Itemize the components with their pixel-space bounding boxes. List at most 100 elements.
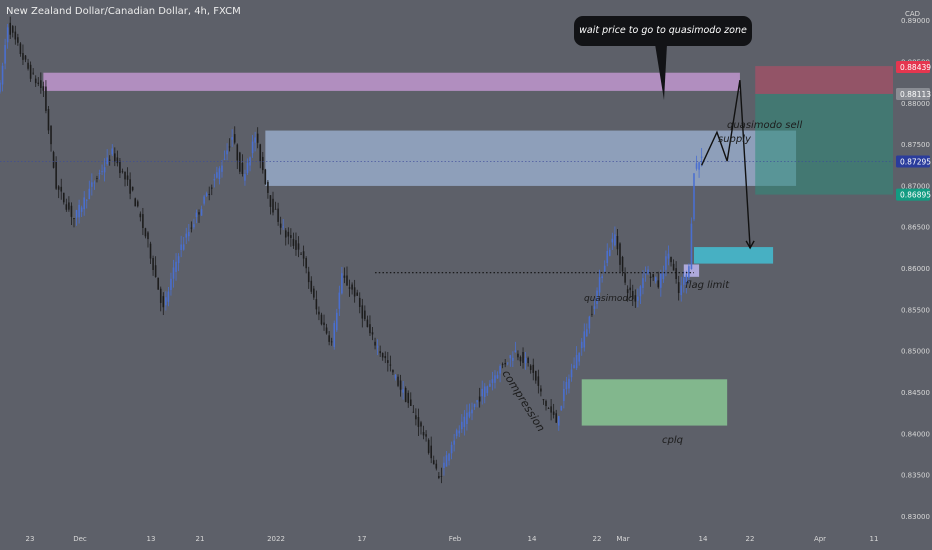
candle-body bbox=[545, 400, 547, 407]
candle-body bbox=[98, 172, 101, 174]
candle-body bbox=[310, 280, 313, 292]
candle-body bbox=[19, 43, 22, 54]
candle-body bbox=[269, 195, 272, 207]
candle-body bbox=[251, 141, 254, 154]
candle-body bbox=[244, 174, 246, 181]
candle-body bbox=[101, 171, 103, 172]
candle-body bbox=[121, 171, 124, 173]
zone-flag bbox=[693, 247, 774, 264]
candle-body bbox=[295, 240, 297, 250]
y-axis: 0.890000.885000.880000.875000.870000.865… bbox=[893, 0, 932, 550]
callout-pointer bbox=[655, 44, 667, 100]
candle-body bbox=[682, 277, 685, 285]
candle-body bbox=[198, 212, 200, 215]
candle-body bbox=[318, 311, 320, 315]
candle-body bbox=[17, 37, 19, 43]
candle-body bbox=[629, 287, 631, 291]
y-tick-label: 0.87500 bbox=[901, 141, 930, 149]
candle-body bbox=[489, 383, 491, 387]
candle-body bbox=[330, 341, 333, 343]
candle-body bbox=[542, 398, 545, 401]
candle-body bbox=[568, 378, 570, 389]
price-tag-label: 0.88439 bbox=[900, 63, 931, 72]
x-tick-label: Feb bbox=[449, 535, 462, 543]
candle-body bbox=[690, 223, 693, 269]
candle-body bbox=[297, 243, 300, 250]
y-tick-label: 0.83500 bbox=[901, 472, 930, 480]
candle-body bbox=[555, 413, 558, 423]
candle-body bbox=[302, 251, 305, 259]
x-tick-label: Dec bbox=[73, 535, 87, 543]
candle-body bbox=[24, 55, 27, 60]
candle-body bbox=[677, 282, 680, 294]
candle-body bbox=[652, 274, 654, 278]
candle-body bbox=[693, 173, 695, 220]
candle-body bbox=[0, 82, 1, 92]
candle-body bbox=[88, 188, 91, 200]
candle-body bbox=[305, 258, 307, 269]
candle-body bbox=[75, 210, 78, 218]
candle-body bbox=[409, 399, 412, 406]
candle-body bbox=[129, 179, 131, 194]
candle-body bbox=[522, 352, 524, 363]
candle-body bbox=[466, 412, 468, 425]
zone-supply bbox=[43, 72, 740, 91]
candle-body bbox=[637, 296, 639, 301]
currency-label: CAD bbox=[905, 10, 920, 18]
x-tick-label: 23 bbox=[26, 535, 35, 543]
candle-body bbox=[547, 408, 550, 409]
candle-body bbox=[182, 244, 185, 250]
candle-body bbox=[292, 239, 295, 246]
candle-body bbox=[159, 288, 162, 303]
candle-body bbox=[223, 158, 226, 160]
candle-body bbox=[42, 86, 45, 91]
candle-body bbox=[136, 201, 139, 207]
candle-body bbox=[606, 250, 609, 263]
candle-body bbox=[458, 430, 461, 434]
candle-body bbox=[256, 133, 259, 143]
candle-body bbox=[188, 231, 190, 237]
callout-text: wait price to go to quasimodo zone bbox=[579, 25, 747, 36]
y-tick-label: 0.83000 bbox=[901, 513, 930, 521]
y-tick-label: 0.86000 bbox=[901, 265, 930, 273]
candle-body bbox=[601, 276, 603, 279]
candle-body bbox=[639, 286, 642, 297]
candle-body bbox=[619, 243, 621, 265]
candle-body bbox=[96, 178, 98, 179]
candle-body bbox=[236, 144, 239, 161]
candle-body bbox=[384, 356, 387, 359]
candle-body bbox=[231, 137, 233, 140]
candle-body bbox=[611, 238, 614, 243]
candle-body bbox=[540, 388, 542, 392]
candle-body bbox=[394, 374, 397, 379]
candle-body bbox=[175, 261, 177, 272]
y-tick-label: 0.86500 bbox=[901, 224, 930, 232]
candle-body bbox=[208, 193, 211, 195]
candle-body bbox=[351, 284, 353, 290]
candle-body bbox=[660, 273, 662, 288]
candle-body bbox=[315, 299, 318, 310]
candle-body bbox=[55, 162, 57, 189]
candle-body bbox=[586, 329, 588, 337]
price-tag-bg bbox=[896, 61, 930, 74]
candle-body bbox=[239, 152, 241, 172]
price-tag-bg bbox=[896, 188, 930, 201]
candle-body bbox=[259, 144, 262, 162]
candle-body bbox=[323, 322, 325, 326]
candle-body bbox=[68, 202, 70, 210]
candle-body bbox=[471, 409, 473, 414]
candle-body bbox=[328, 335, 330, 342]
candle-body bbox=[593, 306, 596, 309]
candle-body bbox=[47, 109, 50, 131]
candle-body bbox=[387, 360, 389, 363]
take-profit-zone bbox=[755, 93, 893, 195]
candle-body bbox=[144, 228, 147, 237]
candle-body bbox=[108, 159, 111, 161]
candle-body bbox=[504, 362, 506, 365]
x-tick-label: 11 bbox=[870, 535, 879, 543]
candle-body bbox=[85, 200, 88, 201]
candle-body bbox=[591, 313, 593, 315]
candle-body bbox=[1, 65, 4, 85]
